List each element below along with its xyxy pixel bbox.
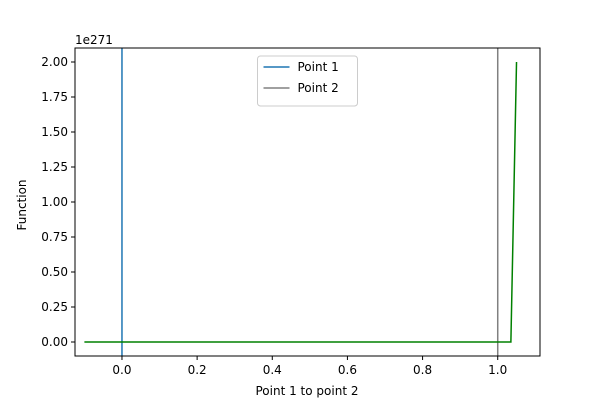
legend-entry-label: Point 1 — [298, 60, 339, 74]
y-tick-label: 0.75 — [41, 230, 68, 244]
x-tick-label: 0.4 — [263, 363, 282, 377]
y-tick-label: 0.25 — [41, 300, 68, 314]
y-tick-label: 2.00 — [41, 55, 68, 69]
x-tick-label: 0.2 — [188, 363, 207, 377]
y-tick-label: 1.50 — [41, 125, 68, 139]
y-tick-label: 0.50 — [41, 265, 68, 279]
y-axis-ticks: 0.00 0.25 0.50 0.75 1.00 1.25 1.50 1.75 2.00 — [41, 55, 75, 349]
legend-entry-label: Point 2 — [298, 81, 339, 95]
x-tick-label: 0.0 — [112, 363, 131, 377]
x-tick-label: 0.8 — [413, 363, 432, 377]
x-tick-label: 1.0 — [488, 363, 507, 377]
x-axis-label: Point 1 to point 2 — [256, 384, 359, 398]
y-tick-label: 0.00 — [41, 335, 68, 349]
legend: Point 1 Point 2 — [257, 55, 358, 107]
plot-marks — [84, 48, 518, 356]
x-axis-ticks: 0.0 0.2 0.4 0.6 0.8 1.0 — [112, 356, 507, 377]
function-line — [84, 61, 518, 343]
legend-box — [257, 55, 358, 107]
x-tick-label: 0.6 — [338, 363, 357, 377]
y-tick-label: 1.25 — [41, 160, 68, 174]
y-tick-label: 1.00 — [41, 195, 68, 209]
y-offset-label: 1e271 — [75, 33, 113, 47]
y-tick-label: 1.75 — [41, 90, 68, 104]
y-axis-label: Function — [15, 179, 29, 230]
